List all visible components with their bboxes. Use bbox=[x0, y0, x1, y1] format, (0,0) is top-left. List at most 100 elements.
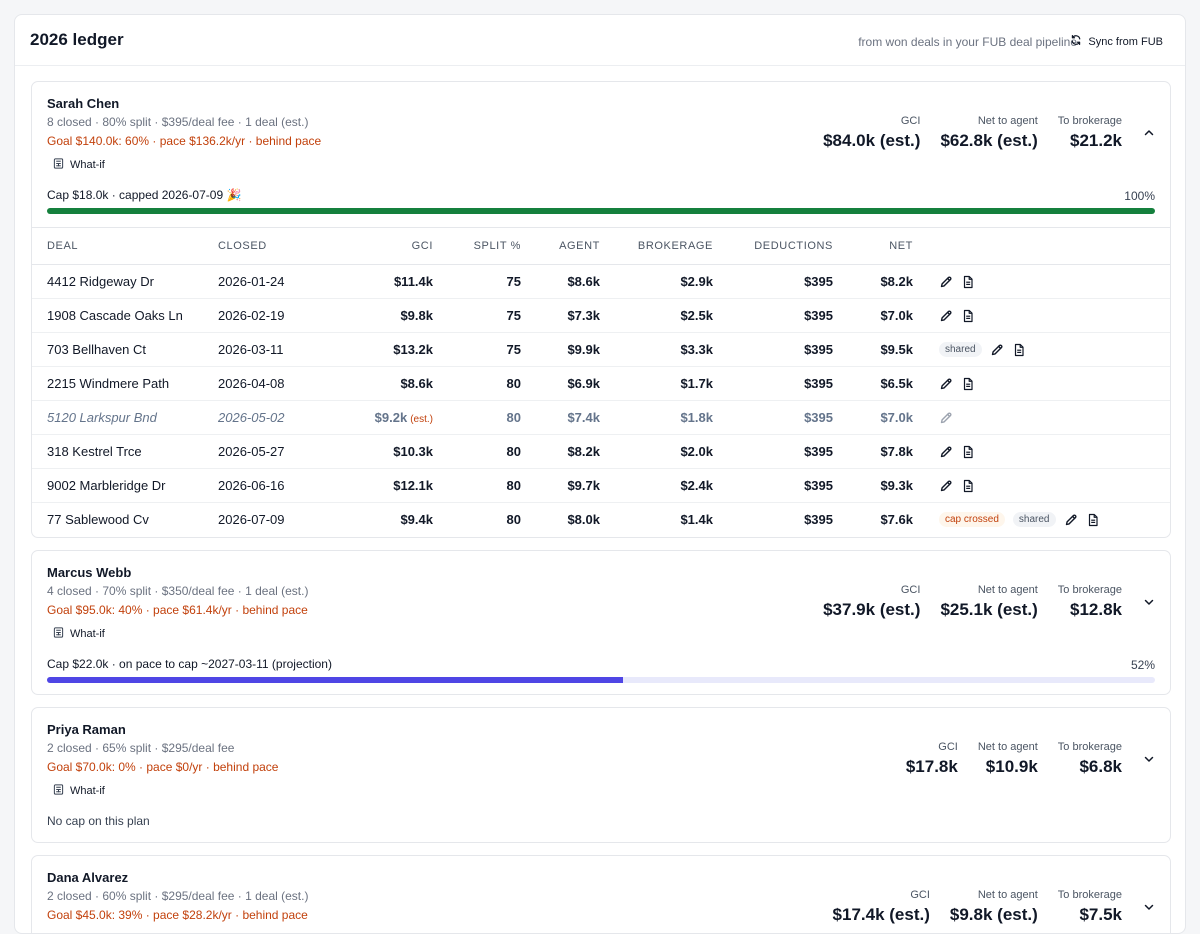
cap-progress-fill bbox=[47, 677, 624, 683]
metric-gci: GCI $84.0k (est.) bbox=[803, 115, 920, 151]
col-closed[interactable]: CLOSED bbox=[218, 227, 318, 265]
page-title: 2026 ledger bbox=[30, 30, 124, 49]
what-if-label: What-if bbox=[70, 785, 105, 797]
agent-name: Priya Raman bbox=[47, 722, 126, 737]
panel-subtitle: from won deals in your FUB deal pipeline bbox=[858, 35, 1077, 49]
deal-gci: $12.1k bbox=[318, 468, 433, 503]
document-icon[interactable] bbox=[1086, 513, 1100, 527]
deal-split: 80 bbox=[433, 434, 521, 469]
deal-address: 2215 Windmere Path bbox=[32, 366, 218, 401]
chevron-up-icon[interactable] bbox=[1142, 126, 1156, 140]
table-row: 703 Bellhaven Ct 2026-03-11 $13.2k 75 $9.9k $… bbox=[32, 332, 1170, 367]
deal-deductions: $395 bbox=[804, 512, 833, 528]
deal-brokerage: $2.4k bbox=[600, 468, 713, 503]
deal-actions: shared bbox=[913, 332, 1170, 367]
what-if-label: What-if bbox=[70, 628, 105, 640]
what-if-button[interactable]: What-if bbox=[53, 627, 105, 641]
metric-brokerage-label: To brokerage bbox=[1057, 584, 1122, 596]
chevron-down-icon[interactable] bbox=[1142, 595, 1156, 609]
deal-gci-value: $13.2k bbox=[393, 342, 433, 357]
document-icon[interactable] bbox=[961, 445, 975, 459]
deal-split: 80 bbox=[433, 400, 521, 435]
chevron-down-icon[interactable] bbox=[1142, 752, 1156, 766]
estimate-tag: (est.) bbox=[410, 414, 433, 425]
deal-address: 703 Bellhaven Ct bbox=[32, 332, 218, 367]
document-icon[interactable] bbox=[1012, 343, 1026, 357]
agent-metrics: GCI $17.8k Net to agent $10.9k To broker… bbox=[886, 741, 1122, 777]
agent-goal: Goal $45.0k: 39% · pace $28.2k/yr · behi… bbox=[47, 908, 308, 922]
calculator-icon bbox=[53, 158, 64, 172]
deal-closed-date: 2026-02-19 bbox=[218, 298, 318, 333]
deal-gci: $10.3k bbox=[318, 434, 433, 469]
document-icon[interactable] bbox=[961, 377, 975, 391]
deal-closed-date: 2026-01-24 bbox=[218, 264, 318, 299]
edit-pencil-icon[interactable] bbox=[939, 479, 953, 493]
deal-agent: $8.0k bbox=[567, 512, 600, 528]
deal-deductions: $395 bbox=[713, 298, 833, 333]
deal-agent: $7.3k bbox=[521, 298, 600, 333]
metric-brokerage-label: To brokerage bbox=[1057, 115, 1122, 127]
col-agent[interactable]: AGENT bbox=[521, 227, 600, 265]
panel-header: 2026 ledger from won deals in your FUB d… bbox=[15, 15, 1185, 66]
deal-actions: cap crossed shared bbox=[913, 503, 1170, 537]
agent-name: Dana Alvarez bbox=[47, 870, 129, 885]
deal-closed-date: 2026-04-08 bbox=[218, 366, 318, 401]
agent-meta: 8 closed · 80% split · $395/deal fee · 1… bbox=[47, 115, 309, 129]
deal-split: 75 bbox=[433, 298, 521, 333]
agent-name: Marcus Webb bbox=[47, 565, 132, 580]
col-deductions[interactable]: DEDUCTIONS bbox=[713, 227, 833, 265]
document-icon[interactable] bbox=[961, 479, 975, 493]
chevron-down-icon[interactable] bbox=[1142, 900, 1156, 914]
agent-meta: 2 closed · 65% split · $295/deal fee bbox=[47, 741, 235, 755]
metric-net-label: Net to agent bbox=[977, 741, 1038, 753]
edit-pencil-icon[interactable] bbox=[939, 377, 953, 391]
edit-pencil-icon[interactable] bbox=[939, 275, 953, 289]
deal-split: 80 bbox=[433, 468, 521, 503]
edit-pencil-icon[interactable] bbox=[939, 309, 953, 323]
metric-net-value: $10.9k bbox=[985, 757, 1038, 776]
edit-pencil-icon[interactable] bbox=[939, 445, 953, 459]
edit-pencil-icon[interactable] bbox=[939, 411, 953, 425]
deal-address: 4412 Ridgeway Dr bbox=[32, 264, 218, 299]
what-if-button[interactable]: What-if bbox=[53, 158, 105, 172]
metric-gci-label: GCI bbox=[900, 584, 921, 596]
agent-goal: Goal $95.0k: 40% · pace $61.4k/yr · behi… bbox=[47, 603, 308, 617]
metric-gci: GCI $17.8k bbox=[886, 741, 958, 777]
col-split[interactable]: SPLIT % bbox=[433, 227, 521, 265]
col-gci[interactable]: GCI bbox=[318, 227, 433, 265]
ledger-panel: 2026 ledger from won deals in your FUB d… bbox=[14, 14, 1186, 934]
deal-brokerage: $2.9k bbox=[600, 264, 713, 299]
metric-gci-label: GCI bbox=[910, 889, 930, 901]
what-if-button[interactable]: What-if bbox=[53, 784, 105, 798]
col-deal[interactable]: DEAL bbox=[32, 227, 218, 265]
agent-meta: 4 closed · 70% split · $350/deal fee · 1… bbox=[47, 584, 309, 598]
shared-badge: shared bbox=[1012, 512, 1056, 528]
metric-net-value: $25.1k (est.) bbox=[940, 600, 1038, 619]
deal-actions bbox=[913, 264, 1170, 299]
edit-pencil-icon[interactable] bbox=[990, 343, 1004, 357]
document-icon[interactable] bbox=[961, 309, 975, 323]
document-icon[interactable] bbox=[961, 275, 975, 289]
col-net[interactable]: NET bbox=[833, 227, 913, 265]
sync-from-fub-button[interactable]: Sync from FUB bbox=[1070, 34, 1163, 49]
deal-net: $7.8k bbox=[833, 434, 913, 469]
metric-brokerage-value: $21.2k bbox=[1070, 131, 1122, 150]
deal-agent: $8.6k bbox=[521, 264, 600, 299]
metric-net: Net to agent $10.9k bbox=[958, 741, 1038, 777]
agent-card-priya-raman: Priya Raman 2 closed · 65% split · $295/… bbox=[31, 707, 1171, 843]
edit-pencil-icon[interactable] bbox=[1064, 513, 1078, 527]
metric-gci-label: GCI bbox=[900, 115, 921, 127]
deal-closed-date: 2026-05-27 bbox=[218, 434, 318, 469]
col-brokerage[interactable]: BROKERAGE bbox=[600, 227, 713, 265]
sync-label: Sync from FUB bbox=[1088, 35, 1163, 48]
deal-gci: $13.2k bbox=[318, 332, 433, 367]
cap-progress-bar bbox=[47, 677, 1155, 683]
deal-closed-date: 2026-03-11 bbox=[218, 332, 318, 367]
cap-progress-fill bbox=[47, 208, 1155, 214]
deal-brokerage: $1.4k bbox=[680, 512, 713, 528]
deal-closed-date: 2026-07-09 bbox=[218, 512, 285, 528]
deal-agent: $9.9k bbox=[521, 332, 600, 367]
agent-card-dana-alvarez: Dana Alvarez 2 closed · 60% split · $295… bbox=[31, 855, 1171, 933]
deal-deductions: $395 bbox=[713, 468, 833, 503]
deal-net: $8.2k bbox=[833, 264, 913, 299]
